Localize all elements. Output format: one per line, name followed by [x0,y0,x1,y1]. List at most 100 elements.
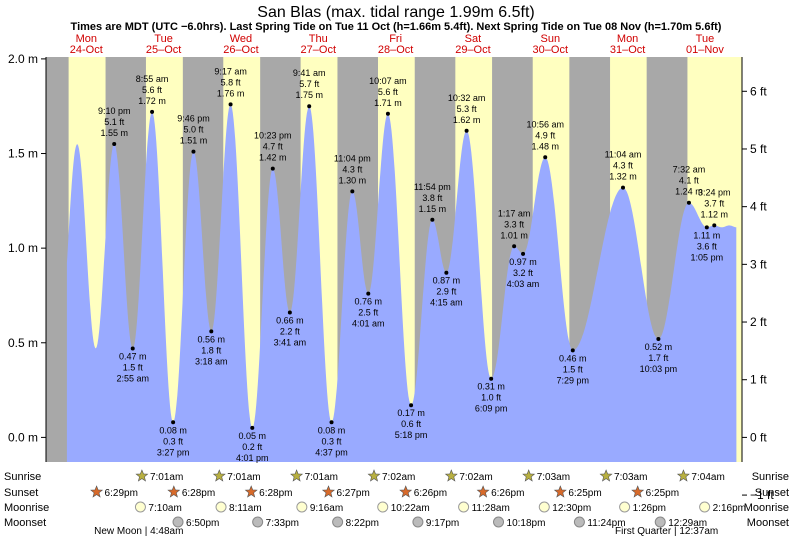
tide-point [409,403,414,408]
sunset-time: 6:28pm [259,488,292,499]
tide-label-line: 0.52 m [645,342,673,352]
tick-label-m: 0.5 m [8,336,38,350]
sunrise-time: 7:01am [227,472,260,483]
tide-point [228,102,233,107]
tide-label-line: 1.75 m [295,90,323,100]
tide-label-line: 3.8 ft [422,193,443,203]
tide-label-line: 4:01 pm [236,453,269,463]
sunrise-time: 7:02am [459,472,492,483]
tide-point [191,149,196,154]
tide-label-line: 0.87 m [433,276,461,286]
moonrise-time: 1:26pm [633,503,666,514]
day-date: 01–Nov [686,44,724,56]
day-date: 26–Oct [223,44,258,56]
moonrise-icon [296,501,308,513]
tide-label-line: 3:27 pm [157,447,190,457]
tide-label-line: 0.31 m [477,382,505,392]
tide-label-line: 5.3 ft [457,104,478,114]
moonset-icon [332,516,344,528]
tide-label-line: 1.5 ft [123,362,144,372]
tide-label-line: 5.8 ft [221,77,242,87]
tide-label-line: 11:04 am [605,150,642,160]
sunset-time: 6:25pm [646,488,679,499]
chart-subtitle: Times are MDT (UTC −6.0hrs). Last Spring… [71,21,722,33]
sunrise-time: 7:01am [150,472,183,483]
sunset-row-label-right: Sunset [755,487,789,499]
sunset-icon [476,485,490,498]
moonset-icon [252,516,264,528]
tide-label-line: 1.8 ft [201,345,222,355]
day-name: Fri [389,33,402,45]
moonrise-icon [699,501,711,513]
moonrise-icon [377,501,389,513]
tide-point [171,420,176,425]
tide-label-line: 1.5 ft [563,364,584,374]
tide-label-line: 0.66 m [276,315,304,325]
tide-label-line: 9:46 pm [177,114,210,124]
low-tide-label: 0.05 m0.2 ft4:01 pm [236,431,269,463]
tide-labels: 9:10 pm5.1 ft1.55 m0.47 m1.5 ft2:55 am8:… [98,66,731,463]
tide-label-line: 4:03 am [507,279,540,289]
low-tide-label: 0.56 m1.8 ft3:18 am [195,334,228,366]
moonrise-row-label: Moonrise [4,502,49,514]
moonset-time: 8:22pm [346,518,379,529]
sunset-icon [90,485,104,498]
tide-label-line: 0.05 m [239,431,267,441]
tide-point [712,223,717,228]
day-date: 28–Oct [378,44,413,56]
moonrise-time: 2:16pm [713,503,746,514]
tide-label-line: 1.51 m [180,136,208,146]
tide-label-line: 5.7 ft [299,79,320,89]
tide-point [307,104,312,109]
moonset-time: 9:17pm [426,518,459,529]
sunrise-icon [444,469,458,482]
high-tide-label: 9:46 pm5.0 ft1.51 m [177,114,210,146]
tide-label-line: 1.15 m [419,204,447,214]
sunset-time: 6:26pm [414,488,447,499]
tide-point [430,217,435,222]
tide-point [329,420,334,425]
tide-label-line: 9:17 am [214,66,247,76]
tide-point [209,329,214,334]
high-tide-label: 10:56 am4.9 ft1.48 m [526,119,564,151]
high-tide-label: 11:04 am4.3 ft1.32 m [605,150,642,182]
moonset-row-label: Moonset [4,517,46,529]
day-name: Mon [76,33,97,45]
moonrise-time: 8:11am [229,503,262,514]
tide-label-line: 5.6 ft [378,87,399,97]
day-name: Wed [230,33,252,45]
tick-label-ft: −1 ft [750,488,774,502]
low-tide-label: 0.17 m0.6 ft5:18 pm [395,408,428,440]
tide-label-line: 7:29 pm [557,375,590,385]
sunrise-time: 7:03am [614,472,647,483]
tide-label-line: 1.0 ft [481,393,502,403]
tide-label-line: 5.1 ft [104,117,125,127]
tide-label-line: 3.3 ft [504,219,525,229]
sunset-time: 6:27pm [336,488,369,499]
tide-label-line: 4.1 ft [679,176,700,186]
tide-point [366,291,371,296]
tick-label-ft: 6 ft [750,84,767,98]
high-tide-label: 1:17 am3.3 ft1.01 m [498,208,531,240]
tide-label-line: 1.12 m [701,209,729,219]
tide-label-line: 2.2 ft [280,326,301,336]
tick-label-ft: 5 ft [750,142,767,156]
sunrise-time: 7:04am [691,472,724,483]
tide-point [543,155,548,160]
tide-label-line: 1.11 m [693,230,720,240]
sunrise-icon [367,469,381,482]
tide-label-line: 4.7 ft [263,142,284,152]
tide-label-line: 9:10 pm [98,106,131,116]
moonrise-time: 10:22am [391,503,430,514]
day-name: Tue [696,33,715,45]
tide-label-line: 1.72 m [138,96,166,106]
tide-point [512,244,517,249]
tide-label-line: 5.0 ft [183,125,204,135]
tide-label-line: 0.3 ft [322,436,343,446]
tide-label-line: 4.3 ft [613,161,634,171]
tick-label-ft: 3 ft [750,257,767,271]
tide-label-line: 6:09 pm [475,404,508,414]
sunset-icon [399,485,413,498]
